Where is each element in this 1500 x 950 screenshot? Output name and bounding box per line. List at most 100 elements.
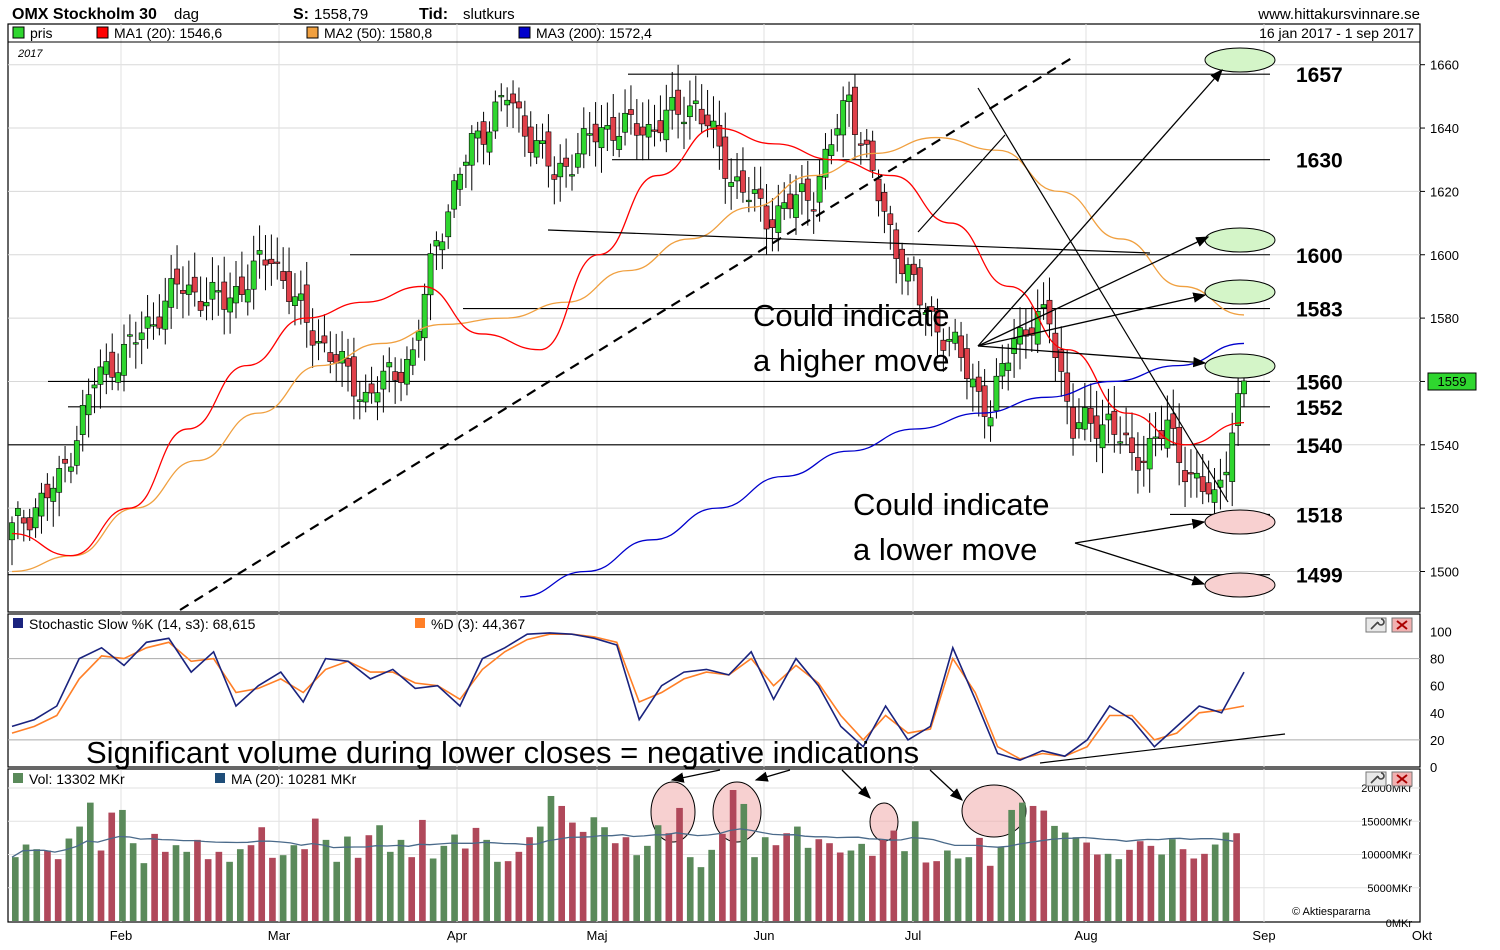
volume-bar bbox=[697, 867, 705, 921]
candle-body bbox=[722, 136, 729, 179]
candle-body bbox=[616, 135, 623, 150]
volume-bar bbox=[676, 807, 683, 921]
candle-body bbox=[745, 199, 752, 203]
candle-body bbox=[50, 487, 57, 502]
stoch-d-line bbox=[11, 633, 1245, 760]
volume-bar bbox=[269, 857, 276, 921]
volume-bar bbox=[729, 789, 737, 921]
candle-body bbox=[975, 376, 982, 392]
level-lines: 1657 1630 1600 1583 1560 1552 1540 1518 1499 bbox=[8, 64, 1343, 588]
volume-bar bbox=[161, 851, 169, 921]
volume-bar bbox=[215, 851, 223, 921]
candle-body bbox=[887, 213, 894, 225]
candle-body bbox=[716, 124, 723, 147]
volume-bar bbox=[1104, 853, 1112, 921]
candle-body bbox=[203, 302, 210, 307]
target-up-ellipse bbox=[1204, 353, 1276, 379]
volume-bar bbox=[22, 844, 30, 921]
candle-body bbox=[875, 178, 882, 202]
candle-body bbox=[427, 253, 434, 296]
volume-bar bbox=[761, 837, 769, 921]
vol-close-button[interactable] bbox=[1391, 771, 1413, 787]
candle-body bbox=[32, 507, 39, 529]
candle-body bbox=[433, 240, 440, 247]
candle-body bbox=[9, 522, 15, 541]
candle-body bbox=[233, 286, 239, 304]
candle-body bbox=[374, 392, 381, 403]
price-tick-label: 1660 bbox=[1430, 58, 1459, 73]
volume-bar bbox=[1147, 845, 1155, 921]
candle-body bbox=[757, 188, 764, 199]
candle-body bbox=[345, 358, 351, 367]
volume-bar bbox=[483, 839, 491, 921]
volume-bar bbox=[569, 822, 576, 921]
volume-bar bbox=[1211, 844, 1219, 921]
volume-bar bbox=[536, 826, 544, 921]
volume-bar bbox=[204, 859, 212, 921]
volume-bar bbox=[247, 845, 255, 921]
annotation-lower-line1: Could indicate bbox=[853, 487, 1049, 522]
candle-body bbox=[327, 352, 334, 362]
annotation-arrow bbox=[1074, 542, 1206, 586]
stoch-tick-label: 60 bbox=[1430, 679, 1444, 694]
candle-body bbox=[981, 385, 988, 417]
month-label: Feb bbox=[110, 928, 132, 943]
candle-body bbox=[1188, 472, 1194, 475]
candle-body bbox=[221, 281, 228, 310]
candle-body bbox=[881, 192, 888, 212]
volume-bar bbox=[376, 825, 383, 921]
volume-bar bbox=[354, 857, 362, 921]
annotation-arrow bbox=[1074, 518, 1206, 544]
volume-bar bbox=[44, 850, 51, 921]
legend-ma2: MA2 (50): 1580,8 bbox=[324, 25, 432, 41]
candle-body bbox=[574, 153, 581, 168]
vol-tick-label: 15000MKr bbox=[1361, 816, 1412, 828]
time-label: Tid: bbox=[419, 6, 448, 23]
target-up-ellipse bbox=[1204, 279, 1276, 305]
candle-body bbox=[769, 219, 776, 228]
candle-body bbox=[132, 342, 139, 345]
vol-settings-button[interactable] bbox=[1365, 771, 1387, 787]
candle-body bbox=[1182, 470, 1188, 483]
volume-bar bbox=[236, 849, 244, 921]
stoch-close-button[interactable] bbox=[1391, 617, 1413, 633]
candle-body bbox=[893, 229, 900, 259]
volume-bar bbox=[451, 834, 458, 921]
volume-bar bbox=[579, 831, 587, 921]
candle-body bbox=[44, 483, 51, 499]
candle-body bbox=[580, 128, 587, 155]
candle-body bbox=[740, 170, 746, 193]
month-label: Aug bbox=[1074, 928, 1097, 943]
candle-body bbox=[1123, 432, 1130, 436]
candle-body bbox=[1146, 437, 1153, 470]
candle-body bbox=[510, 93, 516, 104]
candle-body bbox=[38, 492, 45, 517]
volume-bar bbox=[151, 833, 158, 921]
month-label: Okt bbox=[1412, 928, 1433, 943]
volume-bar bbox=[869, 855, 876, 921]
candle-body bbox=[846, 94, 852, 103]
stoch-settings-button[interactable] bbox=[1365, 617, 1387, 633]
annotation-higher-line2: a higher move bbox=[753, 343, 949, 378]
price-tick-label: 1640 bbox=[1430, 121, 1459, 136]
candle-body bbox=[480, 121, 487, 145]
candle-body bbox=[1117, 441, 1124, 444]
candle-body bbox=[592, 123, 599, 143]
candle-body bbox=[26, 517, 33, 531]
stoch-tick-label: 20 bbox=[1430, 733, 1444, 748]
candle-body bbox=[969, 378, 976, 388]
candle-body bbox=[1241, 380, 1247, 395]
vol-ma-legend: MA (20): 10281 MKr bbox=[231, 771, 357, 787]
candle-body bbox=[392, 371, 399, 381]
volume-bar bbox=[322, 839, 330, 921]
volume-bar bbox=[1029, 805, 1037, 921]
candle-body bbox=[315, 341, 322, 344]
candle-body bbox=[144, 316, 151, 329]
volume-bar bbox=[386, 851, 394, 921]
volume-bar bbox=[847, 850, 855, 921]
target-down-ellipse bbox=[1204, 509, 1276, 535]
candle-body bbox=[586, 133, 593, 136]
candle-body bbox=[1129, 437, 1135, 454]
candle-body bbox=[804, 178, 811, 201]
